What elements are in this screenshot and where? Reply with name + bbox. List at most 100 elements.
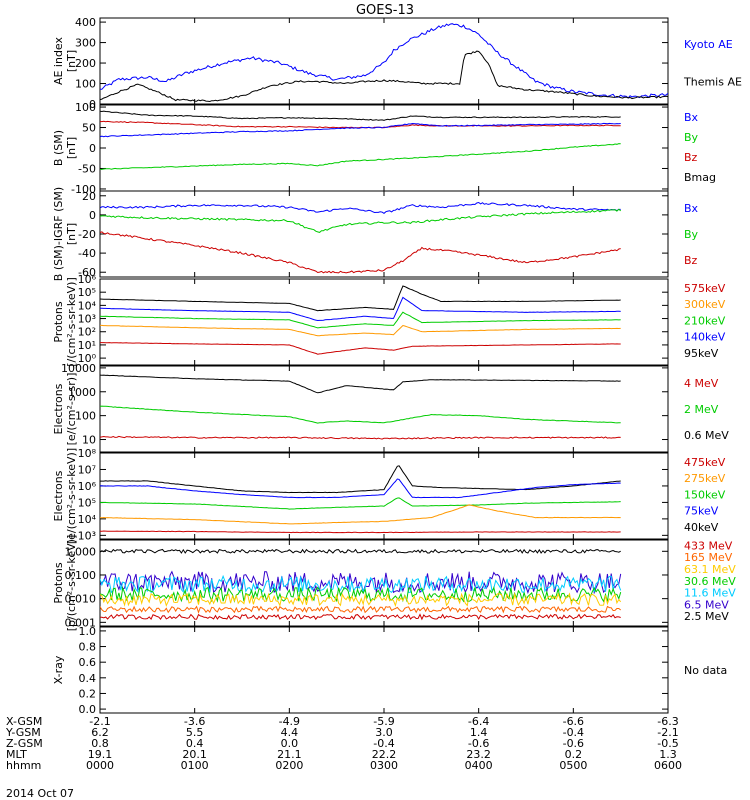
- legend-entry: No data: [684, 664, 727, 677]
- y-axis-unit: [p/(cm²-s-sr-keV)]: [65, 535, 78, 632]
- series-line-275kev: [100, 504, 621, 525]
- series-line-2-5-mev: [100, 548, 621, 554]
- orbit-row-label: MLT: [6, 748, 27, 761]
- y-tick-label: 0.100: [65, 569, 97, 582]
- legend-entry: Themis AE: [683, 75, 742, 88]
- orbit-value: -6.4: [468, 715, 489, 728]
- legend-entry: 11.6 MeV: [684, 587, 736, 600]
- y-tick-label: 0: [89, 209, 96, 222]
- y-tick-label: 0.010: [65, 593, 97, 606]
- legend-entry: 0.6 MeV: [684, 429, 729, 442]
- legend-entry: Bx: [684, 202, 699, 215]
- series-line-95kev: [100, 285, 621, 312]
- y-axis-label: AE index: [52, 36, 65, 85]
- series-line-2-mev: [100, 405, 621, 424]
- y-axis-label: Protons: [52, 562, 65, 603]
- legend-entry: 6.5 MeV: [684, 598, 729, 611]
- orbit-value: -0.6: [468, 737, 489, 750]
- series-line-6-5-mev: [100, 570, 622, 595]
- panel-3: -60 -40 -20 0 20 B (SM)-IGRF (SM) [nT] Bx By Bz: [52, 187, 699, 281]
- y-tick-label: 10⁷: [78, 463, 96, 476]
- panel-frame: [99, 278, 669, 366]
- y-tick-label: 10: [82, 434, 96, 447]
- y-axis-unit: [nT]: [65, 223, 78, 245]
- y-axis-unit: [e/(cm²-s-sr-keV)]: [65, 448, 78, 544]
- y-tick-label: 100: [75, 101, 96, 114]
- y-tick-label: 50: [82, 122, 96, 135]
- y-tick-label: 0.001: [65, 616, 97, 629]
- orbit-value: 3.0: [375, 726, 393, 739]
- series-line-63-1-mev: [100, 592, 622, 608]
- y-tick-label: 0.8: [79, 641, 97, 654]
- series-line-0-6-mev: [100, 374, 621, 394]
- series-line-bz: [100, 120, 621, 129]
- y-axis-unit: [nT]: [65, 137, 78, 159]
- y-tick-label: 0.6: [79, 656, 97, 669]
- y-tick-label: 10⁴: [78, 513, 97, 526]
- orbit-value: 21.1: [277, 748, 302, 761]
- series-line-bz: [100, 231, 621, 274]
- chart-title: GOES-13: [356, 3, 414, 18]
- orbit-value: -4.9: [279, 715, 300, 728]
- orbit-value: 0.8: [91, 737, 109, 750]
- orbit-value: -3.6: [184, 715, 205, 728]
- legend-entry: 2 MeV: [684, 403, 719, 416]
- orbit-value: 0400: [465, 759, 493, 772]
- y-tick-label: 10⁸: [78, 447, 97, 460]
- series-line-bx: [100, 201, 621, 215]
- y-tick-label: 100: [75, 78, 96, 91]
- y-tick-label: 10³: [78, 313, 96, 326]
- y-tick-label: 0.0: [79, 703, 97, 716]
- y-axis-label: X-ray: [52, 655, 65, 684]
- series-line-210kev: [100, 311, 621, 329]
- orbit-value: 0200: [275, 759, 303, 772]
- orbit-value: -6.3: [657, 715, 678, 728]
- orbit-value: 0600: [654, 759, 682, 772]
- y-tick-label: 0: [89, 142, 96, 155]
- panel-frame: [99, 17, 669, 105]
- legend-entry: 150keV: [684, 488, 726, 501]
- panel-frame: [99, 626, 669, 714]
- y-axis-unit: [e/(cm²-s-sr)]: [65, 373, 78, 446]
- orbit-value: 0.0: [281, 737, 299, 750]
- orbit-value: 20.1: [182, 748, 207, 761]
- y-tick-label: -40: [78, 247, 96, 260]
- y-tick-label: 200: [75, 57, 96, 70]
- y-tick-label: 400: [75, 16, 96, 29]
- orbit-value: 0000: [86, 759, 114, 772]
- orbit-value: 22.2: [372, 748, 397, 761]
- legend-entry: Bz: [684, 151, 698, 164]
- series-line-bx: [100, 122, 621, 138]
- y-axis-unit: [/(cm²-s-sr-keV)]: [65, 277, 78, 367]
- panel-frame: [99, 190, 669, 278]
- panel-8: 0.0 0.2 0.4 0.6 0.8 1.0 X-ray No data: [52, 625, 727, 716]
- y-tick-label: 10⁵: [78, 496, 96, 509]
- y-tick-label: 20: [82, 190, 96, 203]
- legend-entry: 575keV: [684, 282, 726, 295]
- panel-frame: [99, 104, 669, 192]
- series-line-150kev: [100, 497, 621, 510]
- legend-entry: 140keV: [684, 331, 726, 344]
- y-tick-label: 10⁵: [78, 286, 96, 299]
- orbit-value: 5.5: [186, 726, 204, 739]
- y-tick-label: 300: [75, 37, 96, 50]
- orbit-value: -0.5: [657, 737, 678, 750]
- series-line-75kev: [100, 478, 621, 499]
- legend-entry: Bz: [684, 254, 698, 267]
- y-tick-label: 10⁰: [78, 352, 97, 365]
- series-line-11-6-mev: [100, 574, 622, 594]
- orbit-value: 1.4: [470, 726, 488, 739]
- orbit-value: 0.2: [565, 748, 583, 761]
- orbit-value: 6.2: [91, 726, 109, 739]
- y-tick-label: -20: [78, 228, 96, 241]
- y-tick-label: 10⁶: [78, 273, 97, 286]
- y-tick-label: 10000: [61, 362, 96, 375]
- orbit-row-label: Y-GSM: [5, 726, 41, 739]
- y-tick-label: 10²: [78, 326, 96, 339]
- y-axis-label: B (SM)-IGRF (SM): [52, 187, 65, 281]
- y-tick-label: 1000: [68, 386, 96, 399]
- orbit-value: 1.3: [659, 748, 677, 761]
- legend-entry: 30.6 MeV: [684, 575, 736, 588]
